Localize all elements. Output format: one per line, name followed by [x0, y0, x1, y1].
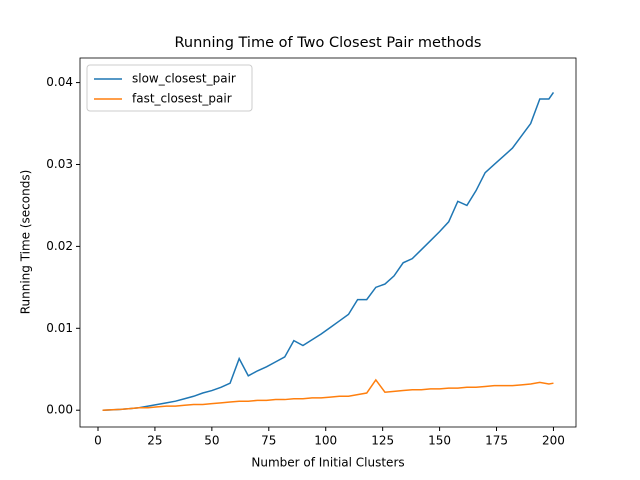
legend-box: [86, 64, 253, 112]
series-line: [102, 378, 554, 411]
y-tick-label: 0.00: [46, 403, 73, 417]
x-tick-label: 175: [485, 434, 508, 448]
plot-frame: [79, 57, 577, 428]
chart-title: Running Time of Two Closest Pair methods: [175, 35, 482, 51]
y-tick-label: 0.04: [46, 75, 73, 89]
x-tick-label: 125: [371, 434, 394, 448]
x-tick-label: 100: [314, 434, 337, 448]
x-tick-label: 25: [147, 434, 162, 448]
x-tick-label: 50: [204, 434, 219, 448]
x-tick-label: 200: [542, 434, 565, 448]
x-tick-label: 0: [94, 434, 102, 448]
legend-label: fast_closest_pair: [132, 92, 232, 106]
y-tick-label: 0.01: [46, 321, 73, 335]
y-tick-label: 0.03: [46, 157, 73, 171]
x-tick-label: 150: [428, 434, 451, 448]
y-tick-label: 0.02: [46, 239, 73, 253]
x-axis-label: Number of Initial Clusters: [251, 456, 404, 470]
legend-label: slow_closest_pair: [132, 72, 236, 86]
y-axis-label: Running Time (seconds): [19, 170, 33, 315]
x-tick-label: 75: [261, 434, 276, 448]
series-line: [102, 91, 555, 411]
